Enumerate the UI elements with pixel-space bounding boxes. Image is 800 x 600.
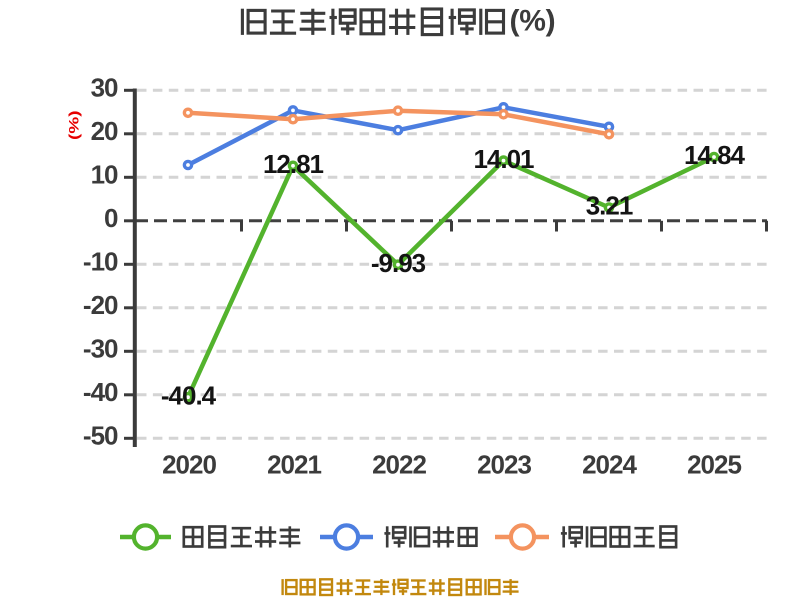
svg-text:2024: 2024 bbox=[582, 450, 637, 480]
svg-text:-10: -10 bbox=[83, 247, 118, 277]
svg-text:-20: -20 bbox=[83, 290, 118, 320]
svg-text:(%): (%) bbox=[510, 5, 556, 38]
svg-text:2021: 2021 bbox=[267, 450, 321, 480]
svg-text:(%): (%) bbox=[66, 110, 82, 140]
svg-text:20: 20 bbox=[91, 116, 118, 146]
svg-text:0: 0 bbox=[104, 203, 118, 233]
svg-text:-40.4: -40.4 bbox=[161, 380, 217, 410]
svg-text:2022: 2022 bbox=[372, 450, 426, 480]
svg-text:-30: -30 bbox=[83, 334, 118, 364]
svg-text:-50: -50 bbox=[83, 421, 118, 451]
svg-text:10: 10 bbox=[91, 160, 118, 190]
svg-text:-9.93: -9.93 bbox=[371, 248, 426, 278]
svg-text:12.81: 12.81 bbox=[263, 149, 324, 179]
svg-text:-40: -40 bbox=[83, 377, 118, 407]
svg-text:14.84: 14.84 bbox=[684, 140, 746, 170]
svg-text:14.01: 14.01 bbox=[473, 144, 534, 174]
svg-text:2023: 2023 bbox=[477, 450, 531, 480]
svg-text:30: 30 bbox=[91, 73, 118, 103]
svg-text:2020: 2020 bbox=[162, 450, 216, 480]
svg-text:3.21: 3.21 bbox=[586, 191, 633, 221]
svg-text:2025: 2025 bbox=[687, 450, 741, 480]
